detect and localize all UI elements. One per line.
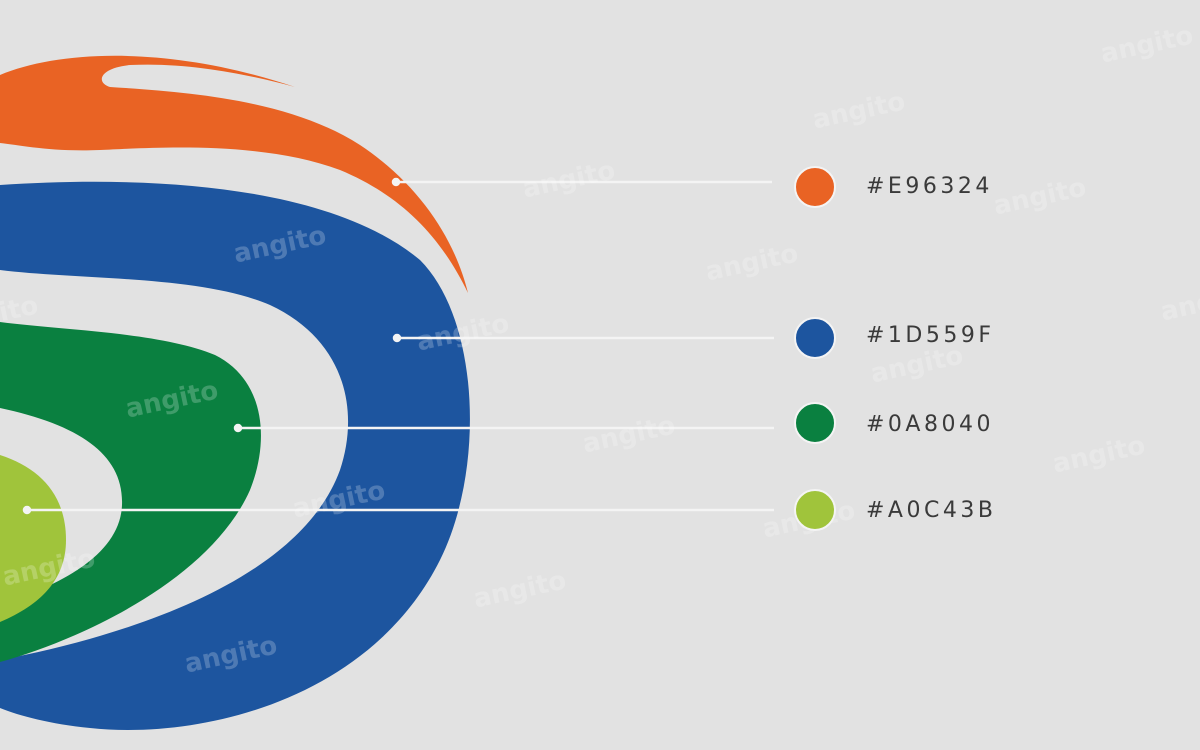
blue-band-shape bbox=[0, 181, 470, 731]
color-dot-orange bbox=[794, 166, 836, 208]
hex-label-green: #0A8040 bbox=[866, 412, 994, 437]
hex-label-blue: #1D559F bbox=[866, 323, 995, 348]
hex-label-orange: #E96324 bbox=[866, 174, 993, 199]
color-dot-blue bbox=[794, 317, 836, 359]
leader-dot-lime bbox=[22, 505, 32, 515]
lime-band-shape bbox=[0, 455, 66, 622]
green-band-shape bbox=[0, 322, 261, 662]
leader-dot-blue bbox=[392, 333, 402, 343]
color-dot-green bbox=[794, 402, 836, 444]
color-dot-lime bbox=[794, 489, 836, 531]
leader-lines bbox=[22, 177, 774, 515]
hex-label-lime: #A0C43B bbox=[866, 498, 997, 523]
orange-swoosh-shape bbox=[0, 55, 468, 294]
leader-dot-green bbox=[233, 423, 243, 433]
leader-dot-orange bbox=[391, 177, 401, 187]
